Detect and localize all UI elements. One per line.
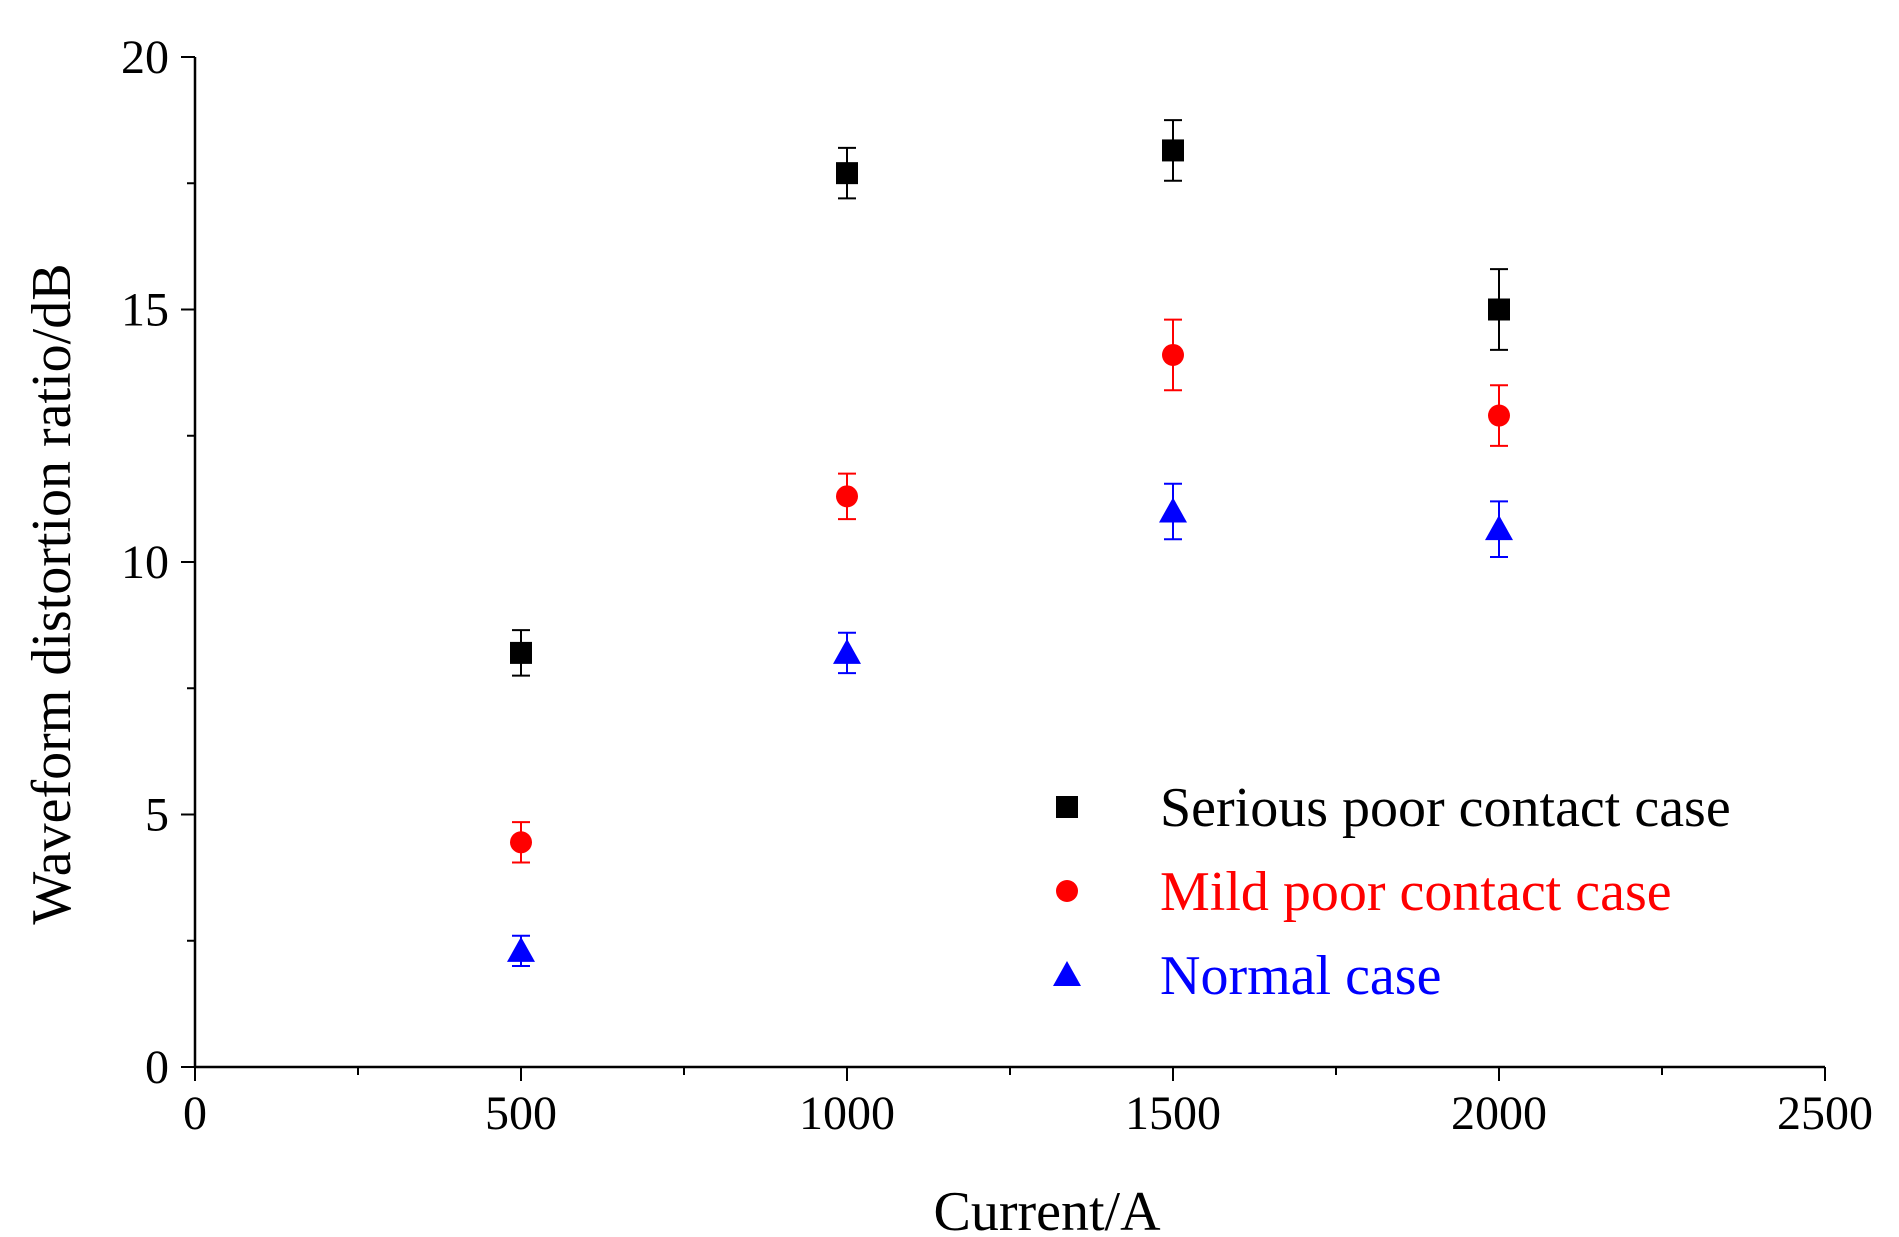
data-point xyxy=(836,485,858,508)
legend-label: Mild poor contact case xyxy=(1160,861,1672,923)
x-tick-label: 0 xyxy=(183,1087,207,1140)
y-tick-label: 0 xyxy=(145,1041,169,1094)
x-tick-label: 1500 xyxy=(1125,1087,1221,1140)
data-point xyxy=(507,936,535,962)
data-marks xyxy=(507,119,1513,967)
x-tick-label: 2500 xyxy=(1777,1087,1873,1140)
data-point xyxy=(510,641,532,664)
axes: 0 500 1000 1500 2000 2500 0 5 10 15 20 xyxy=(121,31,1873,1140)
legend: Serious poor contact case Mild poor conta… xyxy=(1053,777,1731,1007)
x-tick-label: 1000 xyxy=(799,1087,895,1140)
data-point xyxy=(1162,139,1184,162)
data-point xyxy=(836,162,858,185)
data-point xyxy=(1485,515,1513,541)
x-tick-label: 500 xyxy=(485,1087,557,1140)
data-point xyxy=(1162,343,1184,366)
y-tick-label: 20 xyxy=(121,31,169,84)
data-point xyxy=(833,638,861,664)
legend-marker xyxy=(1056,880,1078,902)
series-mild-poor-contact-case xyxy=(510,318,1510,864)
legend-label: Normal case xyxy=(1160,945,1441,1007)
y-axis-title: Waveform distortion ratio/dB xyxy=(21,263,83,924)
data-point xyxy=(510,831,532,854)
legend-marker xyxy=(1053,961,1081,986)
y-tick-label: 5 xyxy=(145,789,169,842)
series-normal-case xyxy=(507,482,1513,967)
y-tick-label: 15 xyxy=(121,284,169,337)
x-axis-title: Current/A xyxy=(933,1181,1161,1237)
x-tick-label: 2000 xyxy=(1451,1087,1547,1140)
series-serious-poor-contact-case xyxy=(510,119,1510,677)
legend-marker xyxy=(1056,796,1078,818)
y-tick-label: 10 xyxy=(121,536,169,589)
data-point xyxy=(1159,497,1187,523)
data-point xyxy=(1488,298,1510,321)
data-point xyxy=(1488,404,1510,427)
legend-label: Serious poor contact case xyxy=(1160,777,1731,839)
